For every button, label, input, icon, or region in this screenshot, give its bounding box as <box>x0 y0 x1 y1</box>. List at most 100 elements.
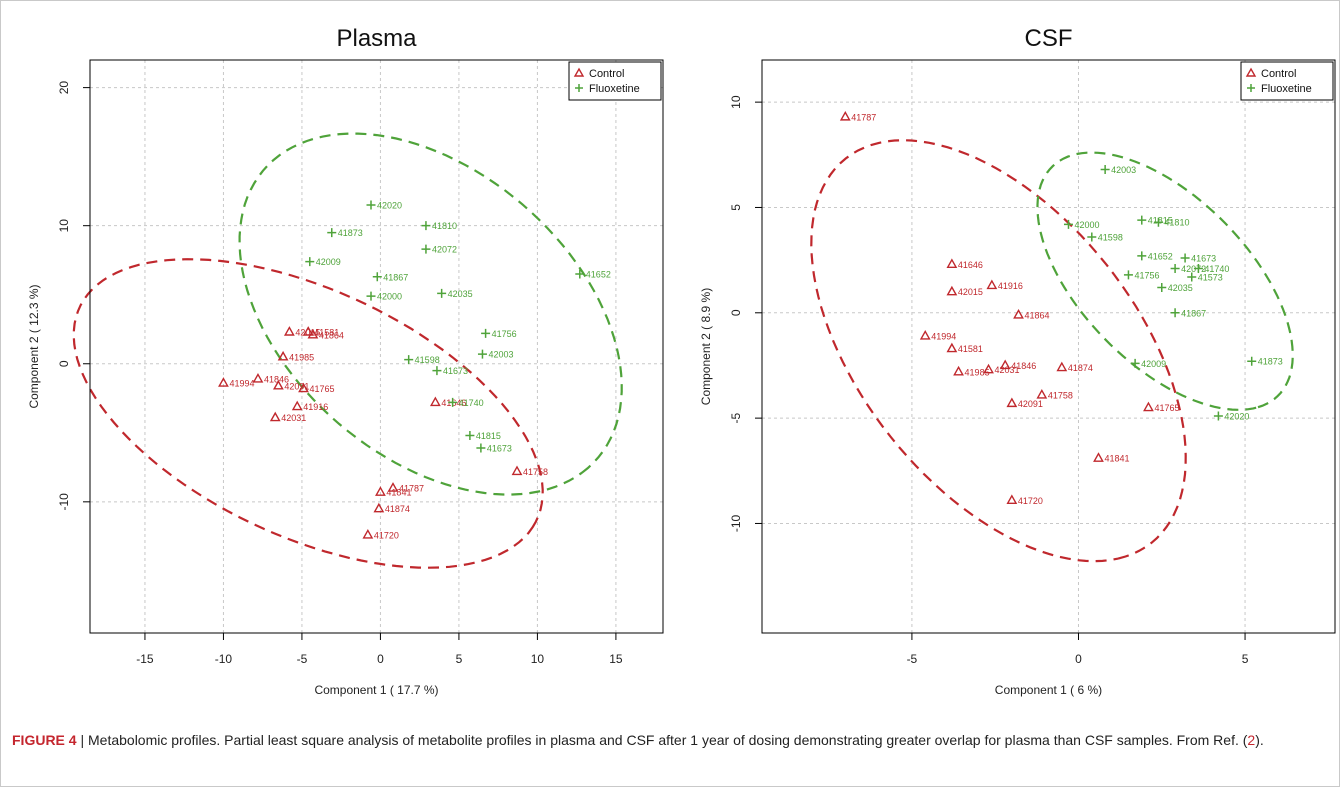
chart-0-control-point-label-1: 41846 <box>264 374 289 384</box>
chart-1-xtick-label-0: -5 <box>907 652 918 666</box>
chart-0-ytick-label-1: 0 <box>57 360 71 367</box>
chart-1-control-point-label-9: 42031 <box>995 365 1020 375</box>
chart-1-fluoxetine-point-12 <box>1170 308 1180 318</box>
chart-0-fluoxetine-point-7 <box>437 288 447 298</box>
chart-1-fluoxetine-point-4 <box>1153 217 1163 227</box>
chart-1-control-point-label-8: 41985 <box>965 367 990 377</box>
chart-1-control-point-6 <box>946 342 958 353</box>
chart-0-fluoxetine-point-label-5: 41867 <box>383 272 408 282</box>
chart-0-control-point-6 <box>269 411 281 422</box>
chart-1-legend-label-fluoxetine: Fluoxetine <box>1261 83 1312 95</box>
caption-end: ). <box>1255 732 1264 748</box>
chart-1-control-point-10 <box>1056 361 1068 372</box>
chart-0-fluoxetine-point-9 <box>481 328 491 338</box>
chart-0-fluoxetine-point-10 <box>477 349 487 359</box>
chart-0-control-point-15 <box>362 529 374 539</box>
chart-0-fluoxetine-point-label-15: 41673 <box>487 443 512 453</box>
chart-1-control-point-3 <box>986 279 998 290</box>
chart-0-control-point-0 <box>218 377 229 387</box>
chart-0-xtick-label-5: 10 <box>531 652 545 666</box>
chart-1-control-point-15 <box>1006 494 1018 504</box>
chart-1-ytick-label-3: 5 <box>729 204 743 211</box>
chart-0-legend-label-control: Control <box>589 68 624 80</box>
chart-0-control-point-label-15: 41720 <box>374 530 399 540</box>
chart-1-fluoxetine-point-label-15: 42020 <box>1224 412 1249 422</box>
chart-1-control-point-label-14: 41841 <box>1104 454 1129 464</box>
chart-1-fluoxetine-point-0 <box>1100 165 1110 175</box>
chart-1-fluoxetine-point-11 <box>1157 283 1167 293</box>
chart-0-fluoxetine-point-label-4: 42009 <box>316 257 341 267</box>
chart-0-fluoxetine-point-1 <box>327 228 337 238</box>
chart-0-ylabel: Component 2 ( 12.3 %) <box>27 284 41 408</box>
chart-1-fluoxetine-point-label-0: 42003 <box>1111 165 1136 175</box>
chart-0-control-point-2 <box>272 379 284 390</box>
chart-0-legend-label-fluoxetine: Fluoxetine <box>589 83 640 95</box>
chart-1-fluoxetine-point-label-4: 41810 <box>1164 218 1189 228</box>
chart-0-control-point-label-12: 41787 <box>399 484 424 494</box>
chart-1-fluoxetine-point-label-8: 41740 <box>1204 264 1229 274</box>
chart-0-fluoxetine-point-label-8: 41652 <box>586 270 611 280</box>
chart-1-control-point-label-4: 41864 <box>1025 310 1050 320</box>
chart-0-ellipse-control <box>72 258 544 569</box>
caption-label: FIGURE 4 <box>12 732 77 748</box>
chart-0-control-point-label-9: 41864 <box>319 330 344 340</box>
chart-1-fluoxetine-point-label-7: 42072 <box>1181 264 1206 274</box>
chart-0-ytick-label-2: 10 <box>57 219 71 233</box>
chart-0-control-point-label-11: 41758 <box>523 467 548 477</box>
chart-1-legend-marker-control <box>1245 67 1257 77</box>
chart-1-ytick-label-0: -10 <box>729 514 743 532</box>
chart-0-fluoxetine-point-label-2: 41810 <box>432 221 457 231</box>
chart-0-ellipse-fluoxetine <box>238 132 623 496</box>
chart-0-fluoxetine-point-label-1: 41873 <box>338 228 363 238</box>
chart-1-fluoxetine-point-label-5: 41652 <box>1148 251 1173 261</box>
chart-0-fluoxetine-point-label-10: 42003 <box>488 350 513 360</box>
chart-1-control-point-label-2: 42015 <box>958 287 983 297</box>
chart-0-fluoxetine-point-label-13: 41740 <box>459 398 484 408</box>
chart-1-fluoxetine-point-label-9: 41756 <box>1134 270 1159 280</box>
chart-1-xtick-label-1: 0 <box>1075 652 1082 666</box>
chart-0-fluoxetine-point-label-11: 41598 <box>415 355 440 365</box>
chart-0-fluoxetine-point-5 <box>372 272 382 282</box>
chart-1-fluoxetine-point-10 <box>1187 272 1197 282</box>
chart-0-control-point-14 <box>373 502 385 513</box>
chart-1-control-point-12 <box>1006 397 1018 408</box>
chart-0-control-point-9 <box>307 328 319 339</box>
chart-1-fluoxetine-point-label-13: 42009 <box>1141 359 1166 369</box>
chart-0-control-point-13 <box>375 486 386 496</box>
chart-0-fluoxetine-point-label-0: 42020 <box>377 200 402 210</box>
caption-ref-link[interactable]: 2 <box>1247 732 1256 748</box>
chart-0-control-point-label-3: 41985 <box>289 352 314 362</box>
chart-1-xtick-label-2: 5 <box>1242 652 1249 666</box>
chart-1-fluoxetine-point-13 <box>1130 358 1140 368</box>
chart-1-legend-box <box>1240 61 1334 101</box>
figure-caption: FIGURE 4 | Metabolomic profiles. Partial… <box>12 730 1312 751</box>
chart-0-control-point-10 <box>429 396 441 407</box>
chart-0-control-point-label-5: 41916 <box>303 402 328 412</box>
chart-0-fluoxetine-point-8 <box>575 269 585 279</box>
chart-0-xtick-label-0: -15 <box>136 652 154 666</box>
chart-1-control-point-0 <box>839 110 851 121</box>
chart-1-fluoxetine-point-2 <box>1087 232 1097 242</box>
chart-1-fluoxetine-point-15 <box>1213 411 1223 421</box>
chart-1-fluoxetine-point-label-14: 41873 <box>1258 357 1283 367</box>
chart-0-fluoxetine-point-3 <box>421 244 431 254</box>
chart-1-fluoxetine-point-label-12: 41867 <box>1181 308 1206 318</box>
chart-1-control-point-11 <box>1036 389 1048 399</box>
chart-0-xtick-label-6: 15 <box>609 652 623 666</box>
chart-1-fluoxetine-point-3 <box>1137 215 1147 225</box>
chart-1-control-point-label-12: 42091 <box>1018 399 1043 409</box>
chart-0-control-point-8 <box>302 326 314 336</box>
chart-1-fluoxetine-point-5 <box>1137 251 1147 261</box>
chart-0-fluoxetine-point-label-12: 41673 <box>443 366 468 376</box>
chart-1-control-point-7 <box>999 359 1011 370</box>
chart-1-legend-marker-fluoxetine <box>1247 84 1255 92</box>
chart-0-fluoxetine-point-label-14: 41815 <box>476 431 501 441</box>
chart-0-ytick-label-0: -10 <box>57 493 71 511</box>
chart-1-fluoxetine-point-label-11: 42035 <box>1168 283 1193 293</box>
chart-1-control-point-14 <box>1093 452 1104 462</box>
chart-1-plot-frame <box>761 59 1336 634</box>
chart-1-control-point-label-11: 41758 <box>1048 390 1073 400</box>
chart-0-legend-marker-fluoxetine <box>575 84 583 92</box>
